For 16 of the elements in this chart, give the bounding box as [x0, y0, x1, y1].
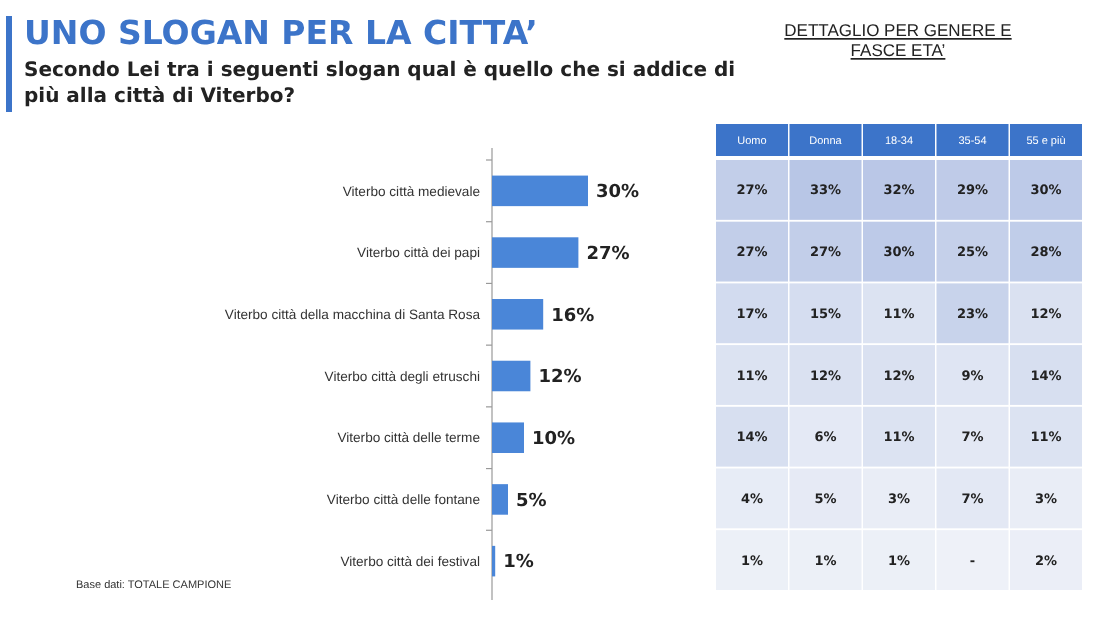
bar	[492, 175, 588, 207]
bar	[492, 299, 544, 330]
data-label: 16%	[551, 306, 595, 327]
chart-title: UNO SLOGAN PER LA CITTA’	[24, 14, 538, 52]
data-label: 30%	[596, 183, 640, 204]
bar	[492, 484, 508, 515]
bar	[492, 237, 579, 268]
chart-title: DETTAGLIO PER GENERE E FASCE ETA’	[784, 20, 1013, 60]
data-label: 27%	[586, 244, 630, 265]
chart-subtitle: Secondo Lei tra i seguenti slogan qual è quello che si addice di più alla città di Viterbo?	[24, 60, 736, 108]
data-label: 5%	[516, 491, 547, 512]
data-label: 12%	[538, 368, 582, 389]
data-label: 1%	[503, 553, 534, 574]
bar	[492, 360, 531, 392]
bar	[492, 422, 524, 453]
data-label: 10%	[532, 430, 576, 451]
